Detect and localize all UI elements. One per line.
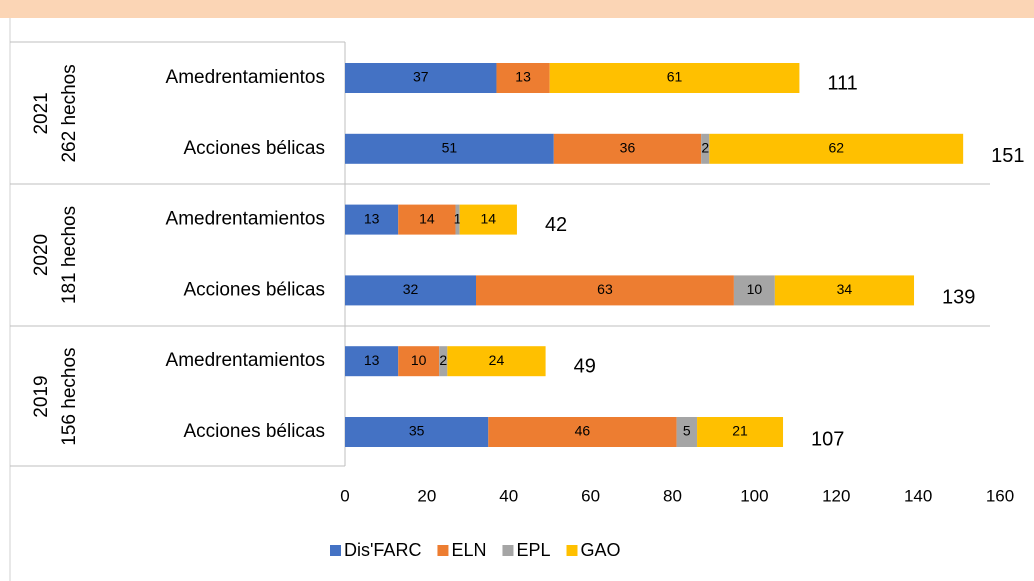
bar-segment xyxy=(345,133,554,164)
bar-segment xyxy=(398,346,440,377)
segment-label: 14 xyxy=(419,210,435,226)
bar-segment xyxy=(701,133,710,164)
category-label: Acciones bélicas xyxy=(183,421,325,442)
legend-label: GAO xyxy=(581,540,621,560)
group-count: 181 hechos xyxy=(59,206,80,304)
total-label: 151 xyxy=(991,145,1024,167)
bar-segment xyxy=(439,346,448,377)
category-label: Acciones bélicas xyxy=(183,138,325,159)
legend-swatch xyxy=(502,545,514,556)
bar-segment xyxy=(676,417,698,447)
bar-segment xyxy=(398,204,456,235)
legend-label: EPL xyxy=(516,540,550,560)
segment-label: 2 xyxy=(439,352,447,368)
bar-segment xyxy=(697,417,784,447)
legend-swatch xyxy=(330,545,341,556)
x-tick-label: 0 xyxy=(340,486,349,505)
bar-segment xyxy=(553,133,702,164)
total-label: 42 xyxy=(545,214,567,236)
segment-label: 10 xyxy=(747,281,763,297)
bar-segment xyxy=(345,63,497,93)
segment-label: 32 xyxy=(403,281,419,297)
x-tick-label: 20 xyxy=(417,486,436,505)
bar-segment xyxy=(496,63,550,93)
legend-swatch xyxy=(566,545,578,556)
legend-label: ELN xyxy=(451,540,486,560)
bar-segment xyxy=(345,346,399,377)
total-label: 107 xyxy=(811,428,844,450)
segment-label: 61 xyxy=(667,69,683,85)
segment-label: 24 xyxy=(489,352,505,368)
x-tick-label: 160 xyxy=(986,486,1014,505)
category-label: Acciones bélicas xyxy=(183,279,325,300)
segment-label: 13 xyxy=(364,352,380,368)
x-tick-label: 120 xyxy=(822,486,850,505)
segment-label: 46 xyxy=(575,423,591,439)
segment-label: 63 xyxy=(597,281,613,297)
segment-label: 2 xyxy=(701,140,709,156)
x-tick-label: 100 xyxy=(740,486,768,505)
x-tick-label: 40 xyxy=(499,486,518,505)
bar-segment xyxy=(549,63,800,93)
segment-label: 51 xyxy=(442,140,458,156)
segment-label: 21 xyxy=(732,423,748,439)
total-label: 139 xyxy=(942,287,975,309)
legend-swatch xyxy=(437,545,449,556)
bar-segment xyxy=(447,346,546,377)
x-tick-label: 60 xyxy=(581,486,600,505)
bar-segment xyxy=(345,275,476,306)
segment-label: 36 xyxy=(620,140,636,156)
bar-segment xyxy=(709,133,964,164)
segment-label: 34 xyxy=(837,281,853,297)
group-count: 262 hechos xyxy=(59,64,80,162)
bar-segment xyxy=(774,275,915,306)
total-label: 49 xyxy=(574,355,596,377)
x-tick-label: 140 xyxy=(904,486,932,505)
category-label: Amedrentamientos xyxy=(166,67,325,88)
group-frame xyxy=(10,41,990,467)
legend-label: Dis'FARC xyxy=(344,540,421,560)
category-label: Amedrentamientos xyxy=(166,350,325,371)
group-year: 2021 xyxy=(31,92,52,134)
category-label: Amedrentamientos xyxy=(166,209,325,230)
bar-segment xyxy=(345,417,489,447)
segment-label: 35 xyxy=(409,423,425,439)
total-label: 111 xyxy=(827,72,857,94)
segment-label: 13 xyxy=(364,210,380,226)
header-band xyxy=(0,0,1034,18)
bar-segment xyxy=(459,204,517,235)
bar-segment xyxy=(488,417,677,447)
group-year: 2019 xyxy=(31,375,52,417)
segment-label: 13 xyxy=(515,69,531,85)
bar-segment xyxy=(476,275,734,306)
bar-segment xyxy=(733,275,775,306)
segment-label: 10 xyxy=(411,352,427,368)
segment-label: 5 xyxy=(683,423,691,439)
segment-label: 37 xyxy=(413,69,429,85)
bar-segment xyxy=(345,204,399,235)
segment-label: 1 xyxy=(454,210,462,226)
segment-label: 14 xyxy=(480,210,496,226)
bar-segment xyxy=(455,204,460,235)
x-tick-label: 80 xyxy=(663,486,682,505)
group-year: 2020 xyxy=(31,234,52,276)
segment-label: 62 xyxy=(828,140,844,156)
group-count: 156 hechos xyxy=(59,347,80,445)
